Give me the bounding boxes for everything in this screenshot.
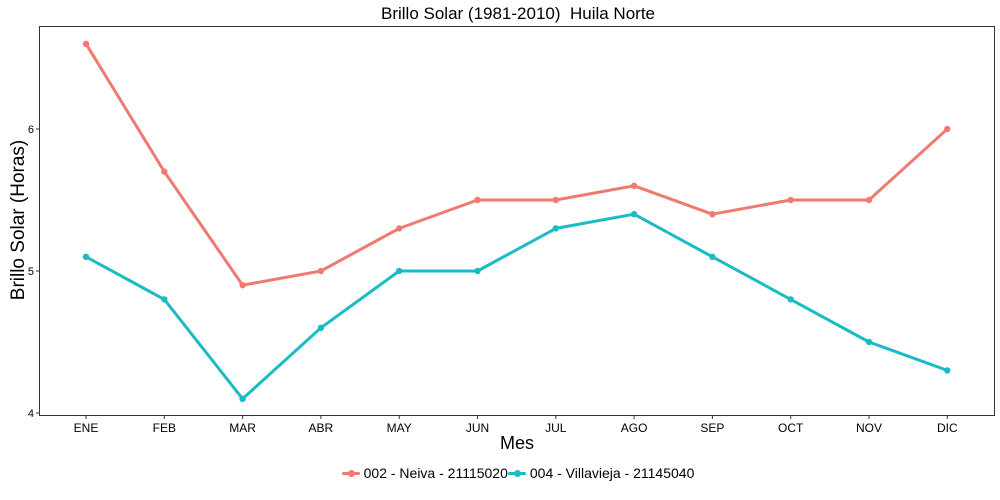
x-tick-label: OCT — [778, 421, 804, 435]
data-point — [630, 182, 638, 189]
y-tick-label: 5 — [28, 266, 34, 278]
x-tick-label: FEB — [153, 421, 176, 435]
data-point — [82, 40, 90, 47]
legend-item-1: 002 - Neiva - 21115020 — [341, 465, 508, 482]
data-point — [944, 367, 951, 374]
y-tick-label: 4 — [28, 408, 34, 420]
x-axis: ENE FEB MAR ABR MAY JUN JUL AGO SEP OCT NOV DIC — [74, 415, 958, 435]
legend-key — [341, 466, 360, 480]
x-axis-title: Mes — [500, 433, 534, 453]
data-point — [709, 211, 716, 218]
data-point — [239, 395, 246, 402]
x-tick-label: JUL — [545, 421, 567, 435]
data-point — [865, 338, 873, 346]
legend-item-2: 004 - Villavieja - 21145040 — [507, 465, 695, 482]
data-point — [709, 253, 716, 260]
data-point — [630, 211, 638, 218]
data-point — [474, 196, 481, 204]
x-tick-label: DIC — [937, 421, 958, 435]
legend-label: 004 - Villavieja - 21145040 — [529, 465, 695, 482]
x-tick-label: JUN — [466, 421, 489, 435]
series-lines — [84, 42, 949, 401]
x-tick-label: MAR — [229, 421, 256, 435]
data-point — [396, 267, 403, 275]
data-point — [944, 125, 951, 133]
legend-key — [507, 466, 526, 480]
x-tick-label: NOV — [856, 421, 882, 435]
x-tick-label: ENE — [74, 421, 99, 435]
data-point — [787, 196, 794, 204]
data-point — [787, 296, 794, 303]
series-line-2 — [84, 212, 949, 401]
data-point — [552, 225, 559, 232]
series-line-1 — [84, 42, 949, 287]
data-point — [317, 324, 325, 331]
series-points — [82, 40, 951, 402]
data-point — [239, 282, 246, 289]
data-point — [161, 168, 168, 175]
data-point — [396, 225, 403, 232]
y-axis-title: Brillo Solar (Horas) — [8, 140, 29, 300]
x-tick-label: MAY — [387, 421, 412, 435]
data-point — [317, 267, 325, 275]
x-tick-label: SEP — [700, 421, 724, 435]
data-point — [161, 296, 168, 303]
data-point — [552, 196, 559, 204]
chart-title: Brillo Solar (1981-2010) Huila Norte — [380, 4, 656, 23]
plot-panel-border — [39, 26, 995, 416]
y-axis: 4 5 6 — [28, 124, 40, 420]
y-tick-label: 6 — [28, 124, 34, 136]
legend-label: 002 - Neiva - 21115020 — [363, 465, 508, 482]
data-point — [82, 253, 90, 260]
data-point — [865, 196, 873, 204]
x-tick-label: AGO — [621, 421, 648, 435]
data-point — [474, 267, 481, 275]
x-tick-label: ABR — [309, 421, 334, 435]
legend: 002 - Neiva - 21115020 004 - Villavieja -… — [0, 464, 1000, 481]
